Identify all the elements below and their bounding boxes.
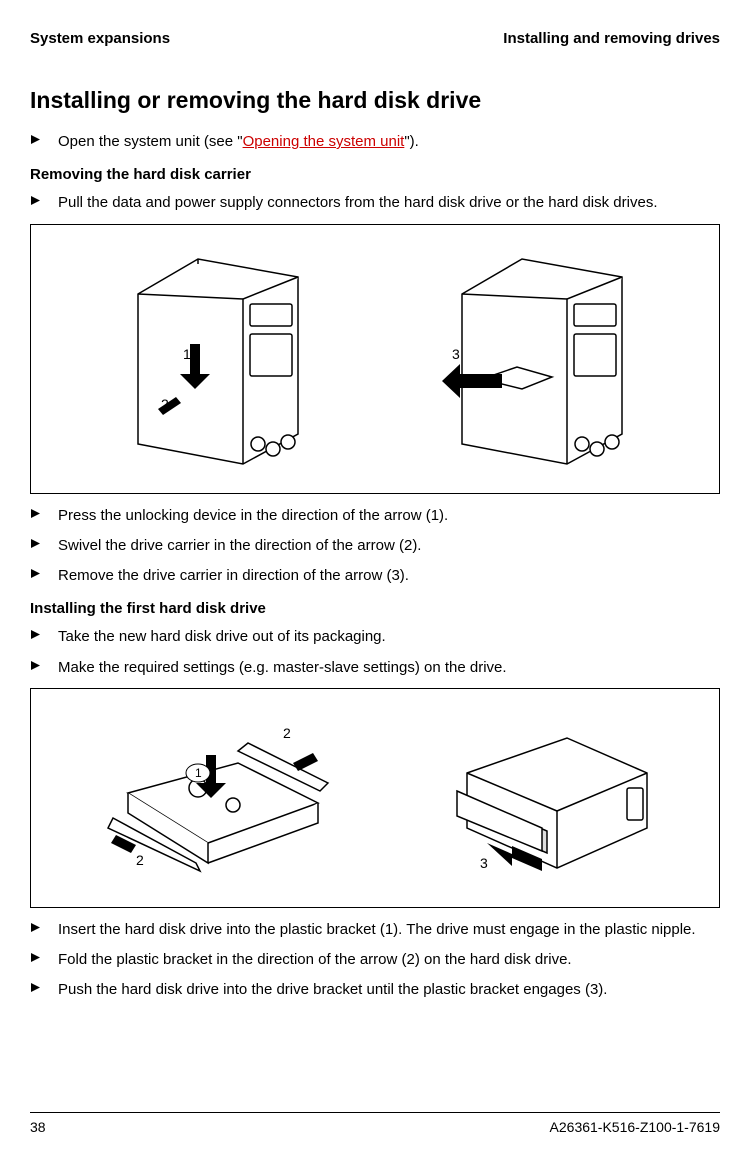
triangle-icon xyxy=(30,629,58,640)
doc-number: A26361-K516-Z100-1-7619 xyxy=(550,1119,720,1135)
figure-1: 1 2 3 xyxy=(30,224,720,494)
step-remove: Remove the drive carrier in direction of… xyxy=(30,566,720,586)
page-header: System expansions Installing and removin… xyxy=(30,30,720,47)
triangle-icon xyxy=(30,660,58,671)
triangle-icon xyxy=(30,568,58,579)
step-make-text: Make the required settings (e.g. master-… xyxy=(58,658,720,678)
step-push-text: Push the hard disk drive into the drive … xyxy=(58,980,720,1000)
step-swivel-text: Swivel the drive carrier in the directio… xyxy=(58,536,720,556)
svg-text:3: 3 xyxy=(452,346,460,362)
step-open: Open the system unit (see "Opening the s… xyxy=(30,132,720,152)
svg-text:3: 3 xyxy=(480,855,488,871)
header-left: System expansions xyxy=(30,30,170,47)
svg-text:2: 2 xyxy=(283,725,291,741)
triangle-icon xyxy=(30,982,58,993)
svg-text:2: 2 xyxy=(136,852,144,868)
triangle-icon xyxy=(30,195,58,206)
step-open-text: Open the system unit (see "Opening the s… xyxy=(58,132,720,152)
svg-text:1: 1 xyxy=(195,766,202,780)
page-title: Installing or removing the hard disk dri… xyxy=(30,87,720,114)
header-right: Installing and removing drives xyxy=(503,30,720,47)
triangle-icon xyxy=(30,538,58,549)
step-swivel: Swivel the drive carrier in the directio… xyxy=(30,536,720,556)
triangle-icon xyxy=(30,134,58,145)
step-take-text: Take the new hard disk drive out of its … xyxy=(58,627,720,647)
tower-diagram-a: 1 2 xyxy=(108,249,318,469)
section-installing-title: Installing the first hard disk drive xyxy=(30,600,720,617)
step-push: Push the hard disk drive into the drive … xyxy=(30,980,720,1000)
step-take: Take the new hard disk drive out of its … xyxy=(30,627,720,647)
step-press: Press the unlocking device in the direct… xyxy=(30,506,720,526)
figure-2: 1 2 2 3 xyxy=(30,688,720,908)
step-pull-text: Pull the data and power supply connector… xyxy=(58,193,720,213)
section-removing-title: Removing the hard disk carrier xyxy=(30,166,720,183)
step-insert: Insert the hard disk drive into the plas… xyxy=(30,920,720,940)
step-press-text: Press the unlocking device in the direct… xyxy=(58,506,720,526)
svg-text:1: 1 xyxy=(183,346,191,362)
hdd-bracket-diagram-a: 1 2 2 xyxy=(88,713,338,883)
triangle-icon xyxy=(30,952,58,963)
step-fold-text: Fold the plastic bracket in the directio… xyxy=(58,950,720,970)
step-remove-text: Remove the drive carrier in direction of… xyxy=(58,566,720,586)
step-insert-text: Insert the hard disk drive into the plas… xyxy=(58,920,720,940)
step-make: Make the required settings (e.g. master-… xyxy=(30,658,720,678)
triangle-icon xyxy=(30,922,58,933)
tower-diagram-b: 3 xyxy=(432,249,642,469)
page-number: 38 xyxy=(30,1119,46,1135)
hdd-bracket-diagram-b: 3 xyxy=(412,713,662,883)
step-pull: Pull the data and power supply connector… xyxy=(30,193,720,213)
step-fold: Fold the plastic bracket in the directio… xyxy=(30,950,720,970)
svg-text:2: 2 xyxy=(161,396,169,412)
page-footer: 38 A26361-K516-Z100-1-7619 xyxy=(30,1112,720,1135)
open-system-unit-link[interactable]: Opening the system unit xyxy=(243,133,405,150)
triangle-icon xyxy=(30,508,58,519)
